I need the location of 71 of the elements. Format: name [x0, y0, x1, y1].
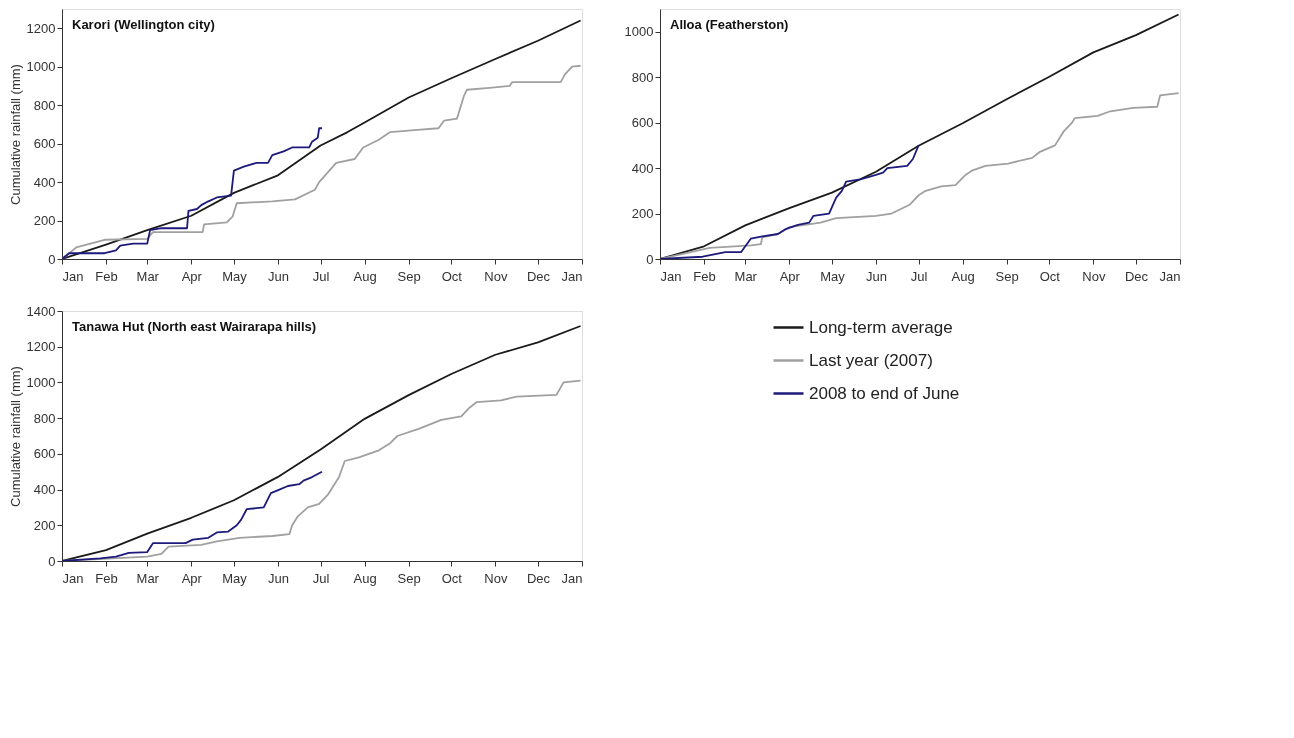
x-tick-label: Jan [62, 268, 84, 284]
y-tick-label: 1400 [26, 303, 56, 319]
y-tick-label: 600 [631, 115, 654, 131]
x-tick-label: Jan [561, 268, 583, 284]
x-tick-label: Jun [267, 570, 289, 586]
y-tick-label: 1200 [26, 339, 56, 355]
y-tick-label: 800 [33, 410, 56, 426]
line-series [660, 144, 920, 259]
y-tick-label: 0 [48, 251, 56, 267]
x-tick-label: Oct [1039, 268, 1061, 284]
x-tick-label: Jun [865, 268, 887, 284]
legend-label: Last year (2007) [809, 350, 933, 370]
x-tick-label: Jan [561, 570, 583, 586]
y-tick-label: 800 [33, 97, 56, 113]
x-tick-label: Aug [951, 268, 975, 284]
x-tick-label: Jan [62, 570, 84, 586]
x-tick-label: Sep [397, 570, 421, 586]
x-tick-label: Dec [526, 570, 551, 586]
y-tick-label: 0 [646, 251, 654, 267]
text: Karori (Wellington city) [72, 17, 215, 32]
legend-label: Long-term average [809, 317, 953, 337]
x-tick-label: Apr [779, 268, 801, 284]
y-tick-label: 400 [631, 160, 654, 176]
y-tick-label: 400 [33, 482, 56, 498]
y-tick-label: 200 [631, 206, 654, 222]
x-tick-label: Feb [95, 268, 118, 284]
text: Tanawa Hut (North east Wairarapa hills) [72, 319, 317, 334]
y-axis-title: Cumulative rainfall (mm) [7, 64, 23, 205]
text: Alloa (Featherston) [670, 17, 789, 32]
x-tick-label: Mar [136, 570, 160, 586]
x-tick-label: Dec [1124, 268, 1149, 284]
x-tick-label: Jan [1159, 268, 1181, 284]
x-tick-label: Nov [484, 268, 508, 284]
x-tick-label: Aug [353, 268, 377, 284]
x-tick-label: Jul [312, 570, 330, 586]
y-tick-label: 600 [33, 446, 56, 462]
y-axis-title: Cumulative rainfall (mm) [7, 366, 23, 507]
y-tick-label: 1000 [624, 24, 654, 40]
y-tick-label: 200 [33, 213, 56, 229]
y-tick-label: 400 [33, 174, 56, 190]
y-tick-label: 600 [33, 136, 56, 152]
x-tick-label: Dec [526, 268, 551, 284]
x-tick-label: May [222, 570, 248, 586]
x-tick-label: Jul [312, 268, 330, 284]
x-tick-label: Mar [734, 268, 758, 284]
x-tick-label: Apr [181, 268, 203, 284]
x-tick-label: Oct [441, 570, 463, 586]
line-series [62, 127, 323, 259]
x-tick-label: Aug [353, 570, 377, 586]
x-tick-label: Feb [693, 268, 716, 284]
y-tick-label: 200 [33, 517, 56, 533]
x-tick-label: Mar [136, 268, 160, 284]
x-tick-label: Sep [397, 268, 421, 284]
x-tick-label: Apr [181, 570, 203, 586]
y-tick-label: 1000 [26, 374, 56, 390]
x-tick-label: Sep [995, 268, 1019, 284]
x-tick-label: May [820, 268, 846, 284]
x-tick-label: Jul [910, 268, 928, 284]
x-tick-label: Feb [95, 570, 118, 586]
legend-label: 2008 to end of June [809, 383, 960, 403]
y-tick-label: 0 [48, 553, 56, 569]
y-tick-label: 1000 [26, 59, 56, 75]
y-tick-label: 800 [631, 69, 654, 85]
x-tick-label: Nov [1082, 268, 1106, 284]
x-tick-label: Oct [441, 268, 463, 284]
y-tick-label: 1200 [26, 20, 56, 36]
x-tick-label: Jan [660, 268, 682, 284]
line-series [62, 470, 323, 561]
x-tick-label: Jun [267, 268, 289, 284]
x-tick-label: Nov [484, 570, 508, 586]
x-tick-label: May [222, 268, 248, 284]
